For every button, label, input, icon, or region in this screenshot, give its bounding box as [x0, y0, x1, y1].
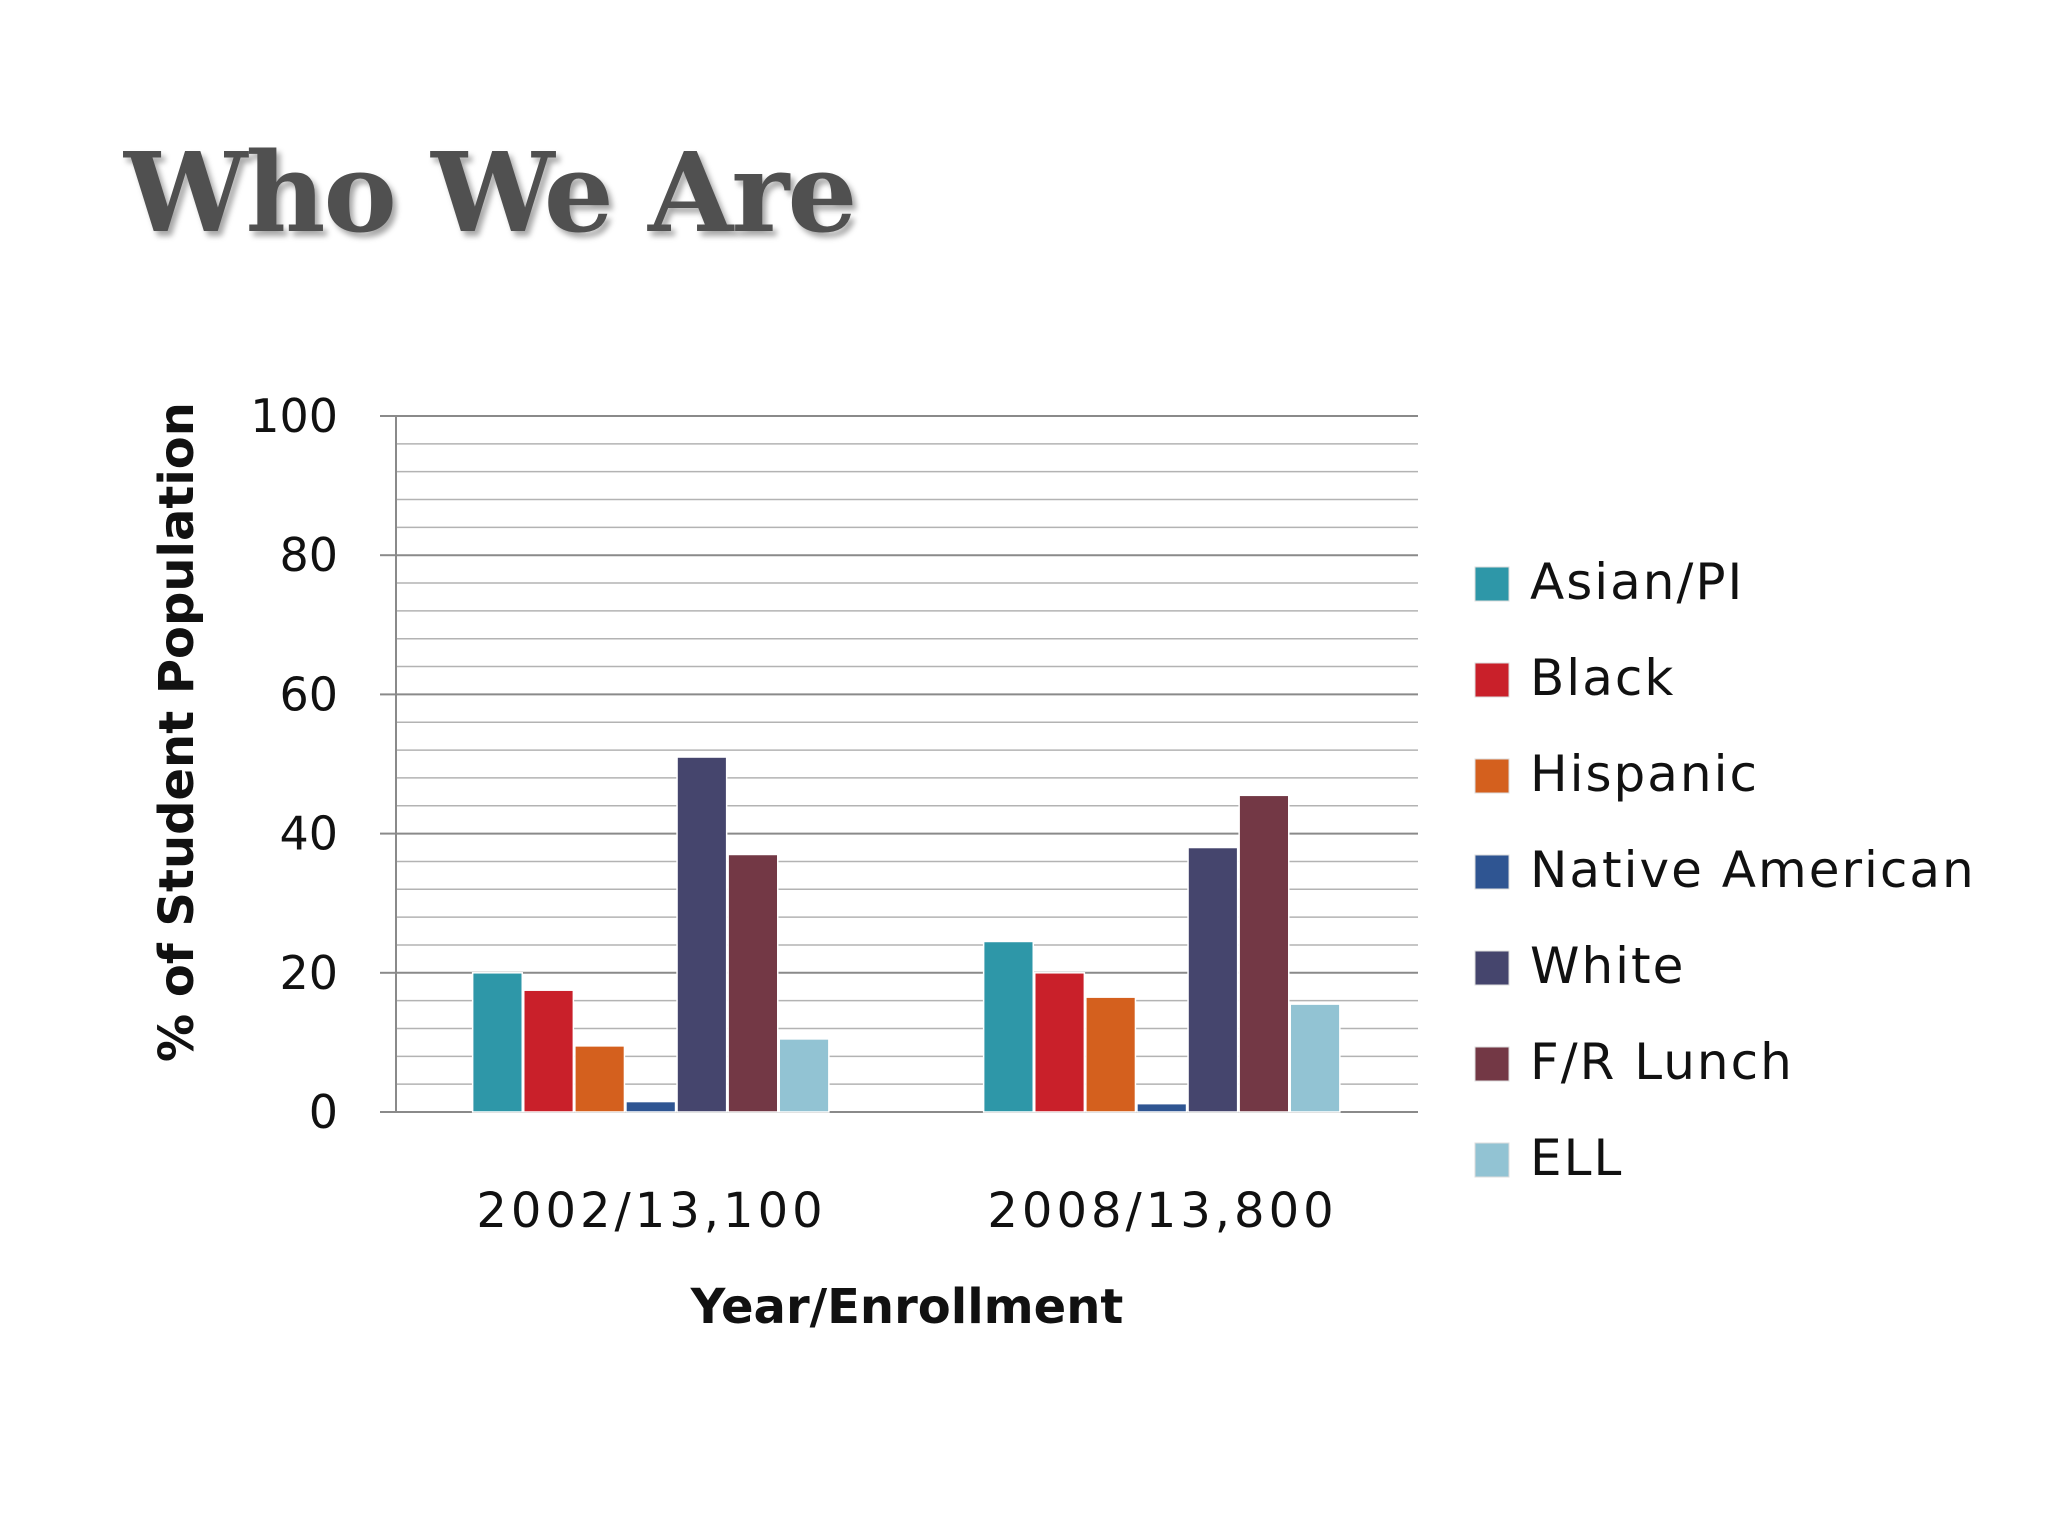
x-category-label: 2002/13,100: [476, 1183, 826, 1239]
y-tick-label: 40: [279, 807, 338, 861]
bar-black-2: [1034, 972, 1086, 1113]
slide-title: Who We Are: [124, 128, 857, 257]
legend-label: Asian/PI: [1530, 553, 1744, 611]
legend-label: ELL: [1530, 1129, 1623, 1187]
chart-bars: [471, 756, 1341, 1113]
legend-swatch: [1474, 758, 1510, 794]
bar-asian-pi-2: [982, 940, 1035, 1113]
bar-f-r-lunch-1: [727, 853, 779, 1113]
legend-swatch: [1474, 950, 1510, 986]
y-tick-label: 60: [279, 667, 338, 721]
bar-ell-1: [778, 1038, 830, 1113]
bar-native-american-2: [1136, 1102, 1188, 1113]
bar-white-1: [676, 756, 728, 1113]
legend-swatch: [1474, 854, 1510, 890]
legend-swatch: [1474, 662, 1510, 698]
x-axis-categories: 2002/13,100 2008/13,800: [476, 1183, 1337, 1239]
bar-native-american-1: [625, 1100, 677, 1113]
legend-swatch: [1474, 1142, 1510, 1178]
legend-label: Black: [1530, 649, 1675, 707]
bar-black-1: [523, 989, 575, 1113]
legend-swatch: [1474, 1046, 1510, 1082]
legend-label: F/R Lunch: [1530, 1033, 1794, 1091]
x-axis-title: Year/Enrollment: [690, 1279, 1124, 1335]
legend-swatch: [1474, 566, 1510, 602]
y-tick-label: 0: [309, 1085, 338, 1139]
chart-legend: Asian/PI Black Hispanic Native American Whit…: [1474, 553, 1976, 1187]
y-axis-title: % of Student Population: [149, 402, 205, 1062]
bar-f-r-lunch-2: [1238, 794, 1290, 1113]
y-tick-label: 20: [279, 946, 338, 1000]
legend-label: Hispanic: [1530, 745, 1759, 803]
y-tick-label: 80: [279, 528, 338, 582]
bar-hispanic-2: [1085, 996, 1137, 1113]
bar-hispanic-1: [574, 1045, 626, 1113]
legend-label: Native American: [1530, 841, 1976, 899]
x-category-label: 2008/13,800: [987, 1183, 1337, 1239]
y-axis-ticks: 0 20 40 60 80 100: [250, 389, 338, 1139]
y-tick-label: 100: [250, 389, 338, 443]
bar-ell-2: [1289, 1003, 1341, 1113]
legend-label: White: [1530, 937, 1685, 995]
bar-white-2: [1187, 846, 1239, 1113]
bar-asian-pi-1: [471, 972, 523, 1113]
